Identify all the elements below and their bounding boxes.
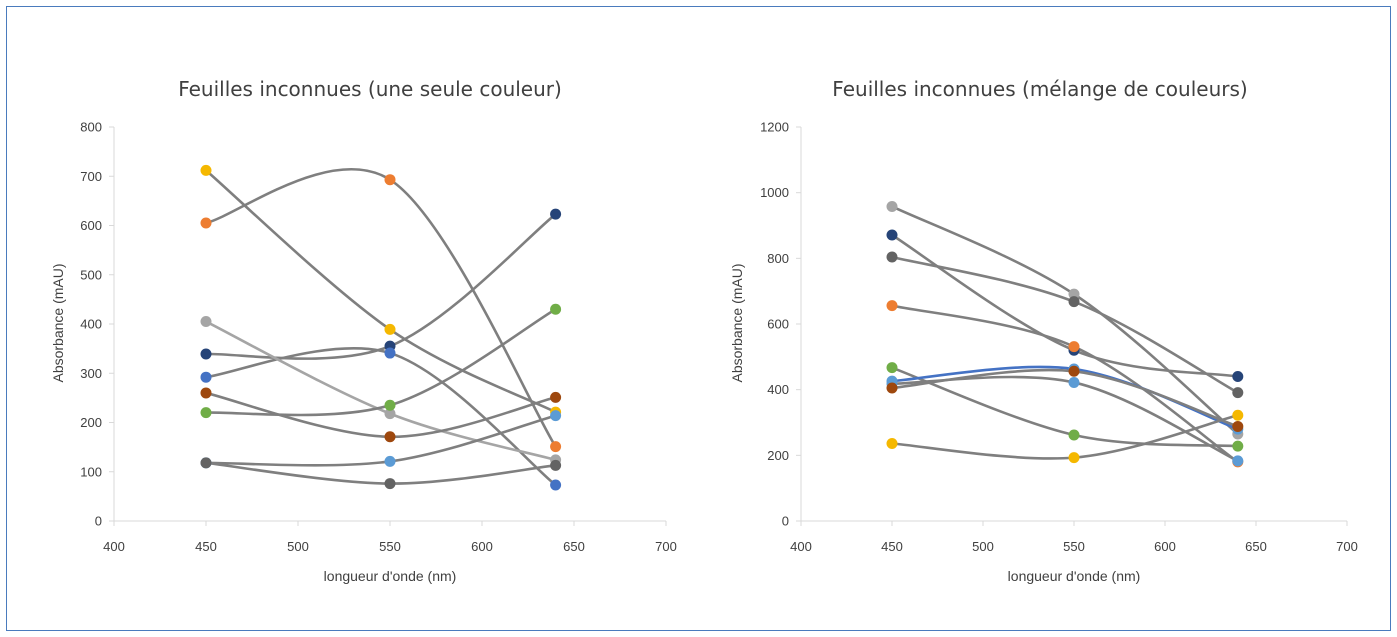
x-tick-label: 550 <box>1063 539 1085 554</box>
data-point <box>1232 420 1244 432</box>
data-point <box>200 387 212 399</box>
y-tick-label: 700 <box>80 169 102 184</box>
y-tick-label: 100 <box>80 464 102 479</box>
data-point <box>550 441 562 453</box>
x-tick-label: 500 <box>972 539 994 554</box>
data-point <box>200 316 212 328</box>
x-tick-label: 550 <box>379 539 401 554</box>
data-point <box>384 347 396 359</box>
series-line <box>204 461 557 485</box>
x-tick-label: 700 <box>655 539 677 554</box>
x-tick-label: 600 <box>1154 539 1176 554</box>
data-point <box>200 164 212 176</box>
chart-2-x-axis-label: longueur d'onde (nm) <box>1008 568 1141 584</box>
data-point <box>886 362 898 374</box>
chart-1-y-axis-label: Absorbance (mAU) <box>50 263 66 382</box>
y-tick-label: 400 <box>767 382 789 397</box>
data-point <box>384 408 396 420</box>
data-point <box>886 251 898 263</box>
y-tick-label: 1000 <box>760 185 789 200</box>
x-tick-label: 450 <box>195 539 217 554</box>
chart-frame <box>6 6 1391 631</box>
chart-1-plot-area: 0 100 200 300 400 500 600 700 800 400 450 500 550 600… <box>80 120 677 555</box>
data-point <box>1068 341 1080 353</box>
data-point <box>1068 376 1080 388</box>
data-point <box>1232 387 1244 399</box>
chart-2-plot-area: 0 200 400 600 800 1000 1200 400 450 500 550 600 650 7… <box>760 120 1358 555</box>
x-tick-label: 650 <box>563 539 585 554</box>
chart-2-title: Feuilles inconnues (mélange de couleurs) <box>832 77 1247 101</box>
x-tick-label: 600 <box>471 539 493 554</box>
data-point <box>550 410 562 422</box>
data-point <box>200 217 212 229</box>
x-tick-label: 500 <box>287 539 309 554</box>
data-point <box>200 371 212 383</box>
data-point <box>384 478 396 490</box>
x-tick-label: 400 <box>103 539 125 554</box>
data-point <box>384 431 396 443</box>
series-line <box>204 167 557 448</box>
chart-2-y-axis-label: Absorbance (mAU) <box>729 263 745 382</box>
y-tick-label: 800 <box>80 120 102 135</box>
data-point <box>550 391 562 403</box>
series-line <box>890 368 1240 428</box>
x-tick-label: 400 <box>790 539 812 554</box>
x-tick-label: 650 <box>1245 539 1267 554</box>
series-line <box>204 307 557 417</box>
chart-1-x-axis-label: longueur d'onde (nm) <box>324 568 457 584</box>
data-point <box>1232 440 1244 452</box>
data-point <box>1232 455 1244 467</box>
data-point <box>1068 365 1080 377</box>
data-point <box>886 438 898 450</box>
data-point <box>550 303 562 315</box>
data-point <box>550 459 562 471</box>
data-point <box>384 399 396 411</box>
series-line <box>204 212 557 360</box>
data-point <box>886 300 898 312</box>
data-point <box>384 323 396 335</box>
data-point <box>550 208 562 220</box>
y-tick-label: 400 <box>80 317 102 332</box>
data-point <box>384 174 396 186</box>
data-point <box>200 407 212 419</box>
series-line <box>204 169 557 414</box>
data-point <box>1068 296 1080 308</box>
y-tick-label: 1200 <box>760 120 789 135</box>
y-tick-label: 200 <box>767 448 789 463</box>
y-tick-label: 600 <box>80 218 102 233</box>
series-line <box>890 304 1240 464</box>
data-point <box>384 455 396 467</box>
x-tick-label: 700 <box>1336 539 1358 554</box>
data-point <box>886 200 898 212</box>
series-line <box>890 233 1240 378</box>
series-line <box>890 205 1240 436</box>
x-tick-label: 450 <box>881 539 903 554</box>
data-point <box>1068 429 1080 441</box>
data-point <box>200 348 212 360</box>
series-line <box>204 414 557 467</box>
data-point <box>200 457 212 469</box>
series-line <box>204 320 557 462</box>
y-tick-label: 0 <box>95 514 102 529</box>
chart-1-title: Feuilles inconnues (une seule couleur) <box>178 77 562 101</box>
y-tick-label: 500 <box>80 267 102 282</box>
data-point <box>1068 452 1080 464</box>
data-point <box>1232 409 1244 421</box>
data-point <box>886 229 898 241</box>
y-tick-label: 600 <box>767 317 789 332</box>
data-point <box>886 382 898 394</box>
y-tick-label: 800 <box>767 251 789 266</box>
y-tick-label: 200 <box>80 415 102 430</box>
data-point <box>550 479 562 491</box>
data-point <box>1232 371 1244 383</box>
y-tick-label: 300 <box>80 366 102 381</box>
data-point <box>1068 288 1080 300</box>
y-tick-label: 0 <box>782 514 789 529</box>
